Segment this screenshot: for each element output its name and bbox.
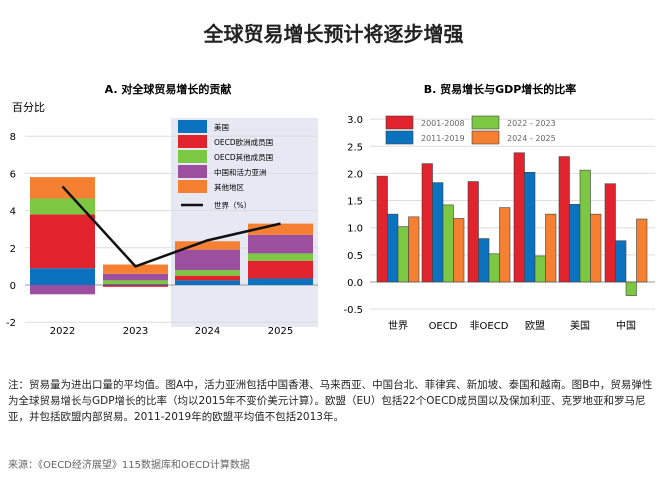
y-tick-label: 2 — [10, 244, 16, 255]
bar — [376, 175, 388, 283]
legend-label: OECD欧洲成员国 — [214, 137, 273, 147]
bar — [478, 238, 490, 283]
x-tick-label: OECD — [429, 321, 458, 332]
bar-segment — [103, 264, 168, 274]
bar-segment — [103, 285, 168, 287]
x-tick-label: 美国 — [570, 319, 590, 332]
y-tick-label: 4 — [10, 207, 16, 218]
x-tick-label: 非OECD — [470, 320, 509, 332]
bar — [408, 216, 420, 283]
forecast-shading — [171, 118, 318, 327]
legend-label: 美国 — [214, 122, 229, 132]
bar — [590, 213, 602, 283]
legend-swatch — [178, 165, 207, 178]
bar-segment — [175, 241, 240, 250]
y-tick-label: 0 — [10, 281, 16, 292]
legend-label: 世界（%） — [214, 200, 251, 210]
bar — [636, 218, 648, 283]
source-note: 来源：《OECD经济展望》115数据库和OECD计算数据 — [8, 460, 250, 471]
bar — [524, 172, 536, 283]
bar-segment — [103, 280, 168, 285]
bar — [569, 204, 581, 283]
chart-a-ylabel: 百分比 — [12, 101, 45, 114]
bar-segment — [30, 214, 95, 269]
legend-swatch — [178, 150, 207, 163]
y-tick-label: 2.0 — [347, 169, 363, 180]
legend-swatch — [385, 130, 414, 145]
bar-segment — [248, 234, 313, 254]
y-tick-label: -0.5 — [343, 305, 363, 316]
bar — [615, 240, 627, 283]
bar-segment — [248, 253, 313, 261]
legend-label: 2001-2008 — [421, 119, 465, 128]
world-line — [61, 185, 281, 268]
bar — [387, 213, 399, 283]
y-tick-label: 3.0 — [347, 115, 363, 126]
bar-segment — [175, 270, 240, 276]
bar — [499, 207, 511, 283]
x-tick-label: 2025 — [268, 326, 293, 337]
bar — [513, 152, 525, 283]
legend-swatch — [178, 180, 207, 193]
y-tick-label: 1.5 — [347, 197, 363, 208]
y-tick-label: 0.0 — [347, 278, 363, 289]
legend-label: 2024 - 2025 — [507, 134, 556, 143]
bar-segment — [248, 278, 313, 285]
bar-segment — [175, 280, 240, 285]
legend-swatch — [178, 120, 207, 133]
x-tick-label: 世界 — [388, 320, 408, 332]
legend-swatch — [471, 130, 500, 145]
bar-segment — [103, 284, 168, 285]
legend-label: 2011-2019 — [421, 134, 465, 143]
legend-label: 其他地区 — [214, 182, 244, 192]
x-tick-label: 2023 — [123, 326, 148, 337]
y-tick-label: 8 — [10, 132, 16, 143]
y-tick-label: -2 — [6, 318, 16, 329]
bar — [442, 204, 454, 283]
bar-segment — [30, 285, 95, 295]
bar — [579, 169, 591, 283]
bar — [625, 281, 637, 296]
x-tick-label: 2022 — [50, 326, 75, 337]
chart-b-title: B. 贸易增长与GDP增长的比率 — [424, 82, 577, 96]
y-tick-label: 0.5 — [347, 251, 363, 262]
bar-segment — [175, 249, 240, 271]
legend-swatch — [385, 115, 414, 130]
bar — [604, 183, 616, 283]
bar — [558, 156, 570, 283]
x-tick-label: 欧盟 — [525, 320, 545, 332]
y-tick-label: 1.0 — [347, 224, 363, 235]
y-tick-label: 6 — [10, 169, 16, 180]
bar — [432, 182, 444, 283]
legend-label: 中国和活力亚洲 — [214, 167, 267, 177]
x-tick-label: 2024 — [195, 326, 220, 337]
legend-label: OECD其他成员国 — [214, 152, 273, 162]
footnote: 注：贸易量为进出口量的平均值。图A中，活力亚洲包括中国香港、马来西亚、中国台北、… — [8, 379, 653, 423]
legend-label: 2022 - 2023 — [507, 119, 556, 128]
bar — [545, 213, 557, 283]
bar — [453, 218, 465, 283]
legend-swatch — [178, 135, 207, 148]
bar — [534, 255, 546, 283]
bar — [421, 163, 433, 283]
bar-segment — [103, 273, 168, 281]
bar-segment — [248, 223, 313, 235]
bar-segment — [175, 275, 240, 281]
bar — [467, 181, 479, 283]
legend-swatch — [471, 115, 500, 130]
main-title: 全球贸易增长预计将逐步增强 — [203, 22, 464, 46]
bar-segment — [30, 268, 95, 285]
bar — [397, 226, 409, 283]
bar-segment — [248, 260, 313, 279]
bar — [488, 253, 500, 283]
chart-a-title: A. 对全球贸易增长的贡献 — [105, 82, 232, 96]
x-tick-label: 中国 — [616, 319, 636, 332]
y-tick-label: 2.5 — [347, 142, 363, 153]
